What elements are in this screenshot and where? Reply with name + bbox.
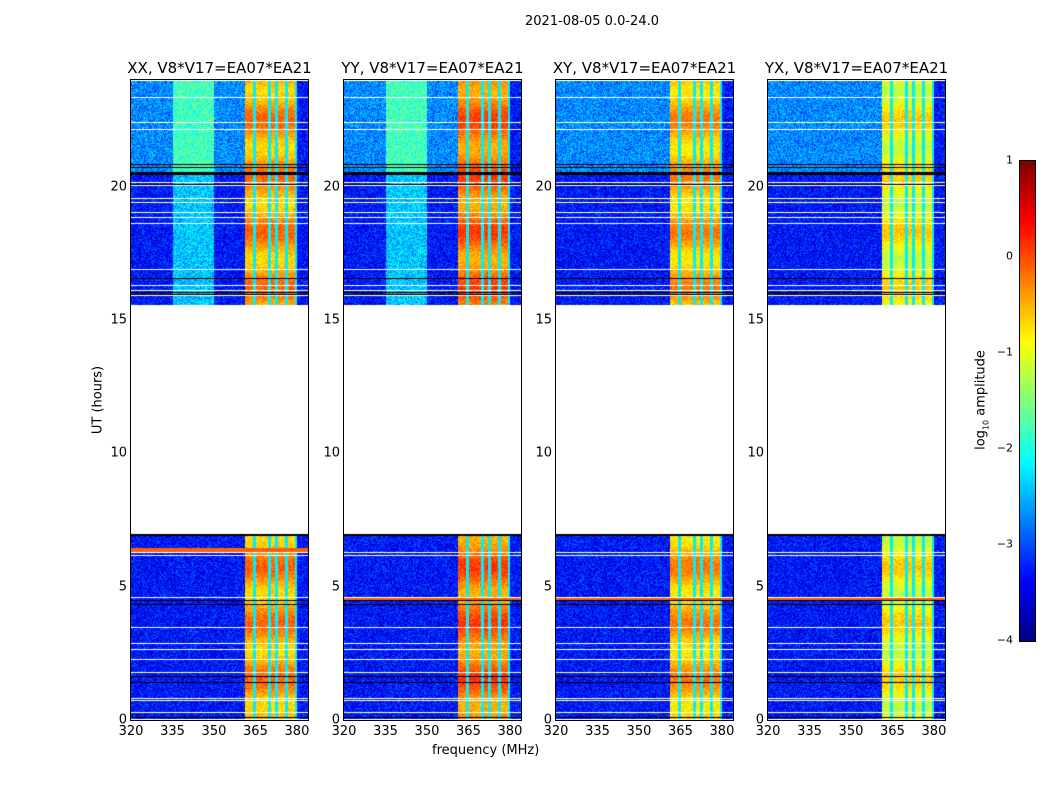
y-tick-label: 0 — [543, 712, 552, 728]
x-tick-label: 380 — [709, 724, 735, 739]
y-tick-label: 0 — [118, 712, 127, 728]
y-tick-label: 15 — [110, 312, 127, 328]
panel-title-3: YX, V8*V17=EA07*EA21 — [764, 59, 949, 77]
y-tick-label: 15 — [747, 312, 764, 328]
y-tick-label: 10 — [535, 445, 552, 461]
x-tick-label: 380 — [497, 724, 523, 739]
y-tick-label: 15 — [535, 312, 552, 328]
x-tick-label: 320 — [331, 724, 357, 739]
x-tick-label: 335 — [585, 724, 610, 739]
x-tick-label: 365 — [456, 724, 481, 739]
y-tick-label: 20 — [110, 179, 127, 195]
figure-title: 2021-08-05 0.0-24.0 — [525, 14, 659, 29]
colorbar-tick-label: −2 — [996, 441, 1013, 455]
colorbar-tick-label: −4 — [996, 633, 1013, 647]
x-tick-label: 320 — [118, 724, 144, 739]
x-tick-label: 380 — [284, 724, 310, 739]
y-tick-label: 0 — [755, 712, 764, 728]
x-tick-label: 365 — [668, 724, 693, 739]
x-tick-label: 350 — [838, 724, 864, 739]
x-tick-label: 365 — [243, 724, 268, 739]
y-tick-label: 20 — [323, 179, 340, 195]
waterfall-panel-2 — [555, 79, 734, 721]
colorbar-label-main: log — [973, 430, 989, 450]
x-tick-label: 335 — [160, 724, 185, 739]
x-tick-label: 350 — [626, 724, 652, 739]
colorbar-tick-label: 1 — [1006, 153, 1013, 167]
y-tick-label: 5 — [543, 579, 552, 595]
x-tick-label: 320 — [755, 724, 781, 739]
colorbar-label: log10 amplitude — [974, 350, 991, 450]
x-tick-label: 365 — [880, 724, 905, 739]
panel-title-1: YY, V8*V17=EA07*EA21 — [341, 59, 524, 77]
panel-title-2: XY, V8*V17=EA07*EA21 — [552, 59, 737, 77]
y-tick-label: 10 — [747, 445, 764, 461]
x-tick-label: 335 — [797, 724, 822, 739]
colorbar-label-sub: 10 — [981, 419, 991, 431]
x-axis-label: frequency (MHz) — [432, 743, 540, 758]
y-tick-label: 20 — [535, 179, 552, 195]
waterfall-panel-1 — [343, 79, 522, 721]
y-tick-label: 5 — [755, 579, 764, 595]
x-tick-label: 350 — [201, 724, 227, 739]
y-tick-label: 5 — [331, 579, 340, 595]
y-tick-label: 5 — [118, 579, 127, 595]
colorbar-tick-label: 0 — [1006, 249, 1013, 263]
waterfall-panel-0 — [130, 79, 309, 721]
y-tick-label: 15 — [323, 312, 340, 328]
colorbar-tick-label: −1 — [996, 345, 1013, 359]
x-tick-label: 320 — [543, 724, 569, 739]
y-tick-label: 10 — [323, 445, 340, 461]
y-tick-label: 10 — [110, 445, 127, 461]
y-tick-label: 0 — [331, 712, 340, 728]
y-tick-label: 20 — [747, 179, 764, 195]
colorbar-tick-label: −3 — [996, 537, 1013, 551]
colorbar — [1019, 160, 1036, 642]
panel-title-0: XX, V8*V17=EA07*EA21 — [127, 59, 312, 77]
colorbar-label-rest: amplitude — [973, 350, 989, 420]
x-tick-label: 350 — [414, 724, 440, 739]
x-tick-label: 335 — [373, 724, 398, 739]
waterfall-panel-3 — [767, 79, 946, 721]
x-tick-label: 380 — [921, 724, 947, 739]
y-axis-label: UT (hours) — [90, 365, 106, 435]
